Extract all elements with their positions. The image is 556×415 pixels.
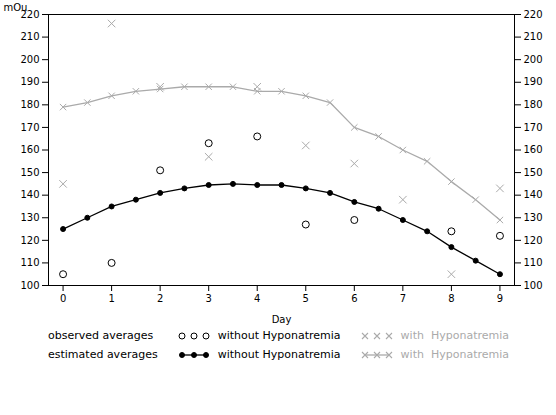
svg-text:170: 170 [524,122,543,133]
html-text:estimated averages: estimated averages [48,348,158,361]
svg-text:7: 7 [400,293,406,304]
svg-text:200: 200 [524,54,543,65]
svg-text:9: 9 [497,293,503,304]
html-text:with Hyponatremia: with Hyponatremia [400,329,509,342]
svg-text:140: 140 [20,189,39,200]
svg-text:8: 8 [448,293,454,304]
svg-text:150: 150 [524,167,543,178]
svg-text:220: 220 [20,8,40,20]
svg-text:130: 130 [524,212,543,223]
svg-text:210: 210 [20,31,39,42]
svg-text:120: 120 [20,235,39,246]
svg-text:170: 170 [20,122,39,133]
html-text:with Hyponatremia: with Hyponatremia [400,348,509,361]
svg-text:100: 100 [20,280,39,291]
svg-text:140: 140 [524,189,543,200]
svg-text:180: 180 [524,99,543,110]
svg-text:1: 1 [108,293,114,304]
svg-text:220: 220 [524,9,543,20]
svg-text:2: 2 [157,293,163,304]
svg-text:100: 100 [524,280,543,291]
svg-text:3: 3 [206,293,212,304]
svg-text:210: 210 [524,31,543,42]
svg-text:200: 200 [20,54,39,65]
svg-text:Day: Day [272,314,292,325]
html-text:without Hyponatremia: without Hyponatremia [217,348,341,361]
svg-text:6: 6 [351,293,357,304]
svg-text:0: 0 [60,293,66,304]
svg-text:5: 5 [303,293,309,304]
svg-text:110: 110 [20,257,39,268]
svg-text:mOu: mOu [4,2,28,13]
svg-text:110: 110 [524,257,543,268]
svg-text:150: 150 [20,167,39,178]
svg-text:190: 190 [20,76,39,87]
svg-text:180: 180 [20,99,39,110]
svg-text:190: 190 [524,76,543,87]
html-text:without Hyponatremia: without Hyponatremia [217,329,341,342]
svg-text:160: 160 [20,144,39,155]
svg-text:130: 130 [20,212,39,223]
svg-text:4: 4 [254,293,260,304]
html-text:observed averages: observed averages [48,329,154,342]
svg-text:120: 120 [524,235,543,246]
svg-text:160: 160 [524,144,543,155]
